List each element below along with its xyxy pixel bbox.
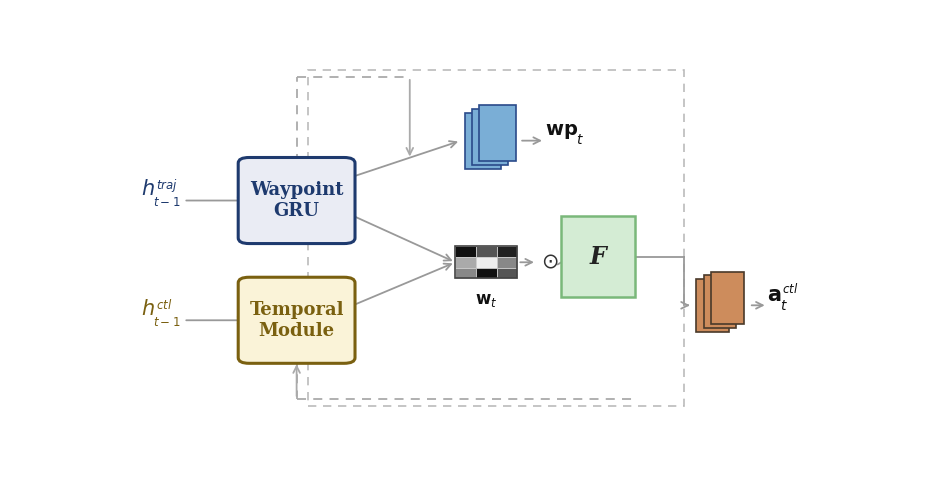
Text: $t$: $t$ [780,299,788,313]
Text: $t$: $t$ [577,133,584,147]
Text: $t-1$: $t-1$ [153,196,180,209]
Text: $\mathbf{w}_t$: $\mathbf{w}_t$ [475,291,497,309]
Bar [455,246,476,257]
Bar [455,268,476,278]
Text: Temporal
Module: Temporal Module [250,301,344,340]
Bar [307,69,684,406]
Bar [496,257,517,268]
Bar [476,257,496,268]
Text: $h$: $h$ [141,179,154,199]
FancyBboxPatch shape [704,276,737,328]
Bar [496,268,517,278]
Text: $ctl$: $ctl$ [782,282,799,296]
Bar [455,246,517,278]
Text: $t-1$: $t-1$ [153,316,180,329]
FancyBboxPatch shape [472,109,509,165]
FancyBboxPatch shape [696,279,729,331]
FancyBboxPatch shape [464,113,501,169]
Text: $traj$: $traj$ [156,177,178,194]
Text: $h$: $h$ [141,299,154,319]
Text: $ctl$: $ctl$ [156,298,172,312]
Bar [496,246,517,257]
Text: $\mathbf{wp}$: $\mathbf{wp}$ [544,122,577,141]
Text: $\mathbf{a}$: $\mathbf{a}$ [768,285,782,305]
FancyBboxPatch shape [238,157,355,243]
FancyBboxPatch shape [711,272,744,324]
Bar [455,257,476,268]
FancyBboxPatch shape [560,216,635,297]
Text: F: F [590,244,606,269]
FancyBboxPatch shape [479,105,515,161]
Bar [476,268,496,278]
FancyBboxPatch shape [238,277,355,364]
Text: $\odot$: $\odot$ [541,252,559,272]
Text: Waypoint
GRU: Waypoint GRU [250,181,344,220]
Bar [476,246,496,257]
